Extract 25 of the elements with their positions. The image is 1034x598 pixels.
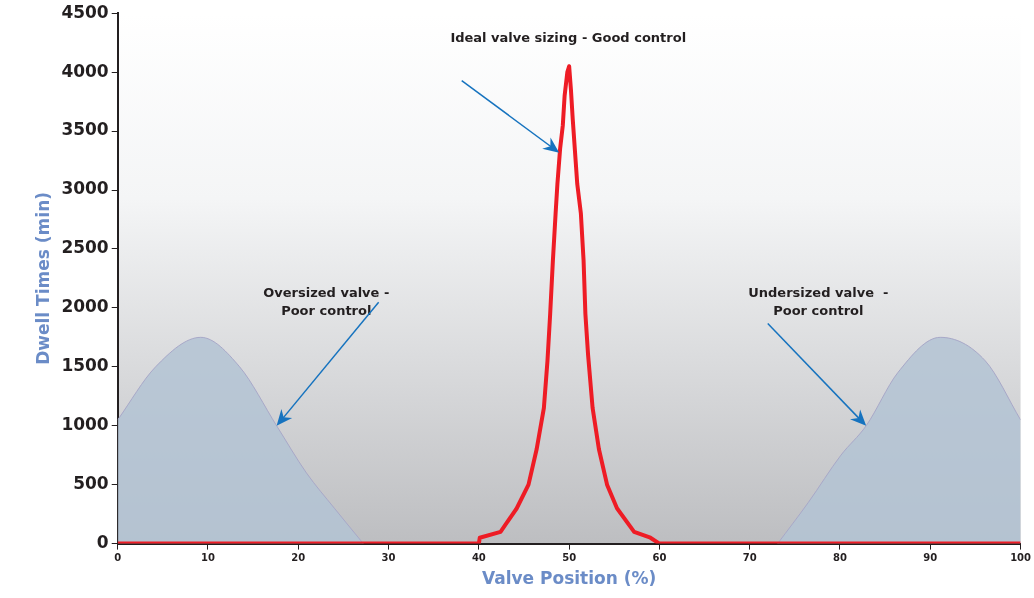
x-tick-label: 40 <box>471 552 486 564</box>
x-tick-label: 60 <box>652 552 667 564</box>
annotation: Oversized valve - Poor control <box>263 285 390 319</box>
x-axis-title: Valve Position (%) <box>481 568 657 589</box>
y-tick-label: 3000 <box>61 178 109 199</box>
x-tick-label: 10 <box>201 552 215 564</box>
x-tick-label: 70 <box>742 552 757 564</box>
annotation: Undersized valve - Poor control <box>748 285 889 319</box>
y-tick-label: 3500 <box>61 119 109 140</box>
x-tick-label: 100 <box>1010 552 1032 564</box>
y-axis-title: Dwell Times (min) <box>32 191 53 365</box>
x-tick-label: 80 <box>833 552 847 564</box>
x-tick-label: 50 <box>562 552 577 564</box>
x-tick-label: 30 <box>381 552 396 564</box>
y-tick-label: 2500 <box>61 237 109 258</box>
y-tick-label: 4000 <box>61 60 109 81</box>
x-tick-label: 20 <box>291 552 306 564</box>
x-tick-label: 0 <box>114 552 122 564</box>
y-tick-label: 4500 <box>61 1 109 22</box>
y-tick-label: 500 <box>73 473 109 494</box>
y-tick-label: 1500 <box>61 355 109 376</box>
y-tick-label: 2000 <box>61 296 109 317</box>
y-tick-label: 1000 <box>61 414 109 435</box>
x-tick-label: 90 <box>923 552 938 564</box>
annotation: Ideal valve sizing - Good control <box>450 30 687 46</box>
